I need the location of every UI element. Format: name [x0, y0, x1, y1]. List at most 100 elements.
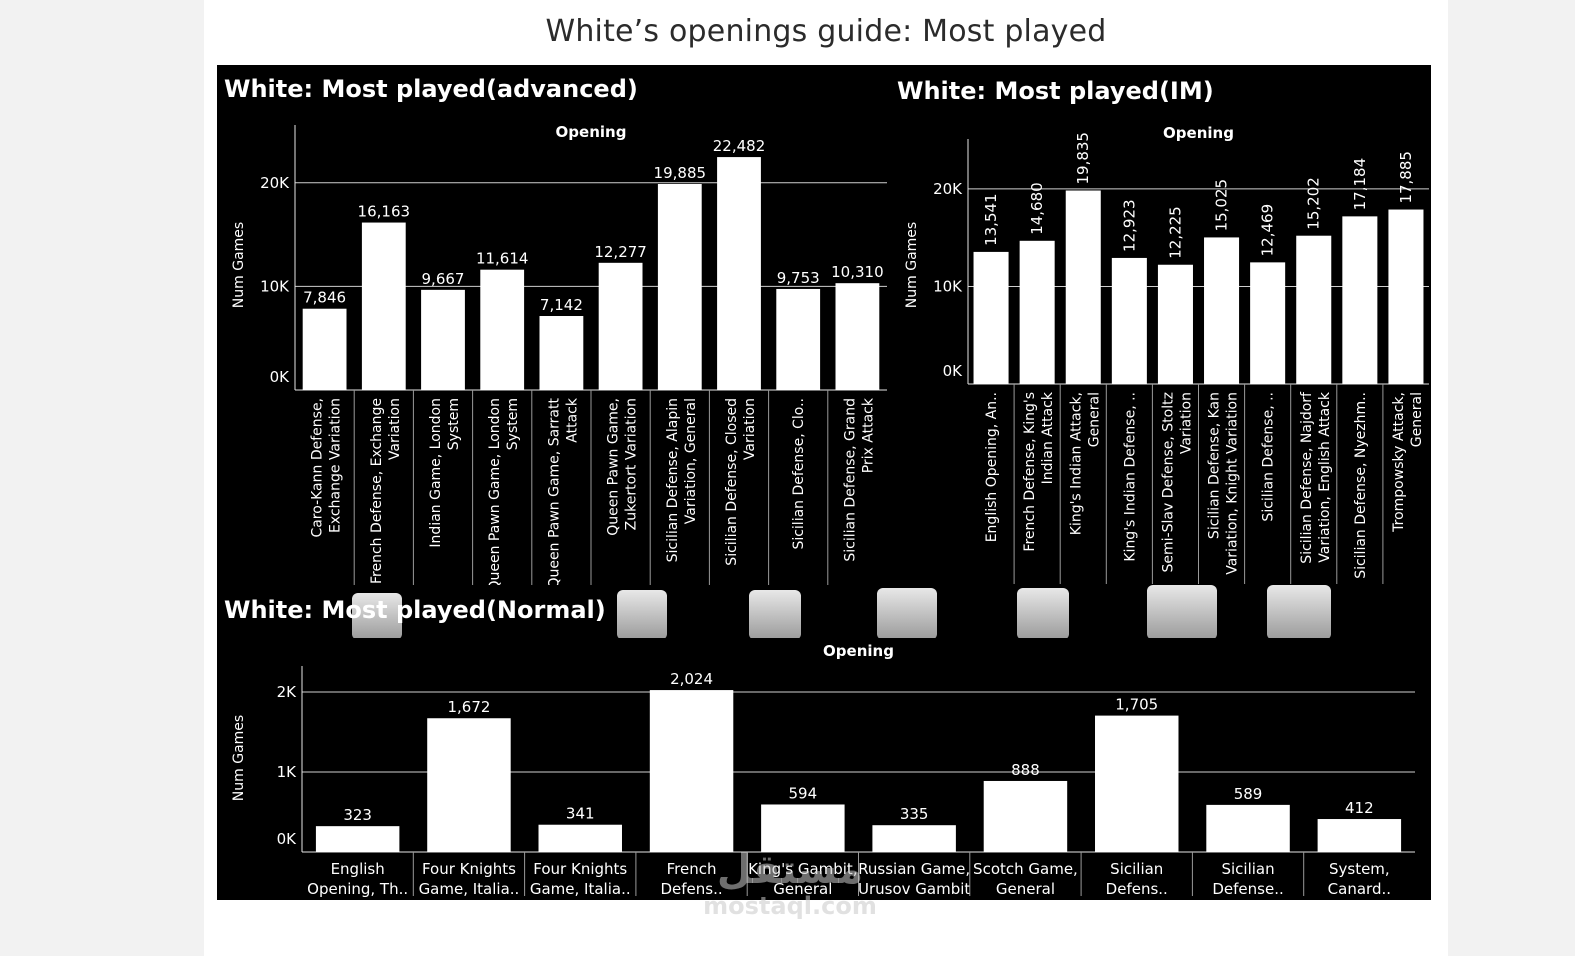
- x-tick-label: Four Knights: [533, 860, 627, 878]
- bar: [361, 222, 406, 390]
- data-label: 12,277: [594, 243, 647, 261]
- x-tick-label: Russian Game,: [858, 860, 970, 878]
- y-axis-title: Num Games: [231, 222, 247, 308]
- bar: [657, 183, 702, 390]
- x-tick-label: French Defense, King's: [1022, 392, 1038, 552]
- bar: [1095, 715, 1179, 852]
- x-tick-label: Opening, Th..: [307, 880, 408, 898]
- x-tick-label: King's Indian Attack,: [1068, 392, 1084, 535]
- data-label: 412: [1345, 799, 1374, 817]
- y-axis-title: Num Games: [231, 715, 247, 801]
- bar: [835, 283, 880, 390]
- data-label: 13,541: [982, 193, 1000, 246]
- y-tick-label: 0K: [277, 830, 298, 848]
- x-tick-label: French: [667, 860, 717, 878]
- bar: [1204, 237, 1240, 384]
- y-tick-label: 0K: [270, 368, 291, 386]
- bar: [1206, 804, 1290, 852]
- data-label: 323: [343, 806, 372, 824]
- x-tick-label: Semi-Slav Defense, Stoltz: [1160, 392, 1176, 572]
- chess-piece-image: [352, 593, 402, 640]
- chess-piece-image: [617, 590, 667, 640]
- bar: [649, 690, 734, 852]
- x-tick-label: Sicilian Defense, Grand: [842, 398, 858, 562]
- x-tick-label: Zukertort Variation: [624, 398, 640, 530]
- x-tick-label: French Defense, Exchange: [369, 398, 385, 584]
- bar: [1296, 235, 1332, 384]
- y-tick-label: 0K: [943, 362, 964, 380]
- bar: [761, 804, 845, 852]
- bar: [1317, 819, 1402, 852]
- chart-title-im: White: Most played(IM): [897, 77, 1214, 105]
- data-label: 22,482: [713, 137, 766, 155]
- chess-piece-image: [877, 588, 937, 640]
- bar: [1065, 190, 1101, 384]
- x-tick-label: Sicilian: [1110, 860, 1163, 878]
- chart-panel-normal: Opening Num Games 0K 1K 2K 323 English Opening,…: [217, 638, 1431, 900]
- data-label: 7,142: [540, 296, 583, 314]
- bar: [717, 157, 761, 390]
- y-tick-label: 1K: [277, 763, 298, 781]
- chess-piece-image: [1017, 588, 1069, 640]
- data-label: 16,163: [358, 203, 411, 221]
- x-tick-label: Game, Italia..: [419, 880, 520, 898]
- x-tick-label: Indian Attack: [1040, 391, 1056, 484]
- x-tick-label: Sicilian: [1221, 860, 1274, 878]
- x-tick-label: Variation: [1178, 392, 1194, 454]
- bar: [1342, 216, 1378, 384]
- x-tick-label: Queen Pawn Game, London: [487, 398, 503, 590]
- bar: [538, 824, 622, 852]
- x-tick-label: King's Gambit,: [748, 860, 858, 878]
- bar: [539, 316, 584, 390]
- data-label: 11,614: [476, 250, 529, 268]
- data-label: 589: [1234, 785, 1263, 803]
- x-tick-label: Variation, General: [683, 398, 699, 524]
- data-label: 2,024: [670, 670, 713, 688]
- data-label: 9,753: [777, 269, 820, 287]
- data-label: 888: [1011, 761, 1040, 779]
- bar: [315, 826, 400, 852]
- x-tick-label: Sicilian Defense, Nyezhm..: [1353, 392, 1369, 579]
- bar-chart-im: Opening Num Games 0K 10K 20K 13,541 English Op…: [904, 124, 1429, 584]
- data-label: 335: [900, 805, 929, 823]
- x-tick-label: Variation: [742, 398, 758, 460]
- bar: [598, 262, 643, 390]
- x-axis-title: Opening: [823, 642, 894, 660]
- bar: [872, 825, 956, 852]
- bar: [776, 288, 821, 390]
- bar: [302, 308, 347, 390]
- data-label: 12,469: [1259, 204, 1277, 257]
- bar: [427, 718, 511, 852]
- x-tick-label: Scotch Game,: [973, 860, 1078, 878]
- x-tick-label: King's Indian Defense, ..: [1122, 392, 1138, 562]
- x-tick-label: General: [773, 880, 832, 898]
- bar-chart-normal: Opening Num Games 0K 1K 2K 323 English Opening,…: [231, 642, 1415, 898]
- y-tick-label: 2K: [277, 683, 298, 701]
- chart-title-advanced: White: Most played(advanced): [224, 75, 638, 103]
- x-tick-label: English Opening, An..: [984, 392, 1000, 542]
- y-tick-label: 10K: [933, 277, 963, 295]
- data-label: 15,202: [1305, 177, 1323, 230]
- x-tick-label: Game, Italia..: [530, 880, 631, 898]
- data-label: 10,310: [831, 263, 884, 281]
- chess-piece-image: [749, 590, 801, 640]
- dashboard-title: White’s openings guide: Most played: [545, 14, 1107, 49]
- x-tick-label: Trompowsky Attack,: [1391, 392, 1407, 533]
- data-label: 12,923: [1120, 199, 1138, 252]
- chess-pieces-strip: [217, 585, 1431, 640]
- chart-title-normal: White: Most played(Normal): [224, 596, 606, 624]
- x-tick-label: Sicilian Defense, Alapin: [665, 398, 681, 562]
- bar: [973, 251, 1009, 384]
- y-tick-label: 20K: [260, 174, 290, 192]
- x-tick-label: Urusov Gambit: [858, 880, 970, 898]
- x-tick-label: System: [505, 398, 521, 450]
- chart-panel-advanced: White: Most played(advanced) Opening Num …: [217, 65, 891, 590]
- y-tick-label: 20K: [933, 180, 963, 198]
- x-tick-label: Four Knights: [422, 860, 516, 878]
- x-tick-label: Queen Pawn Game,: [606, 398, 622, 536]
- x-tick-label: Defens..: [660, 880, 722, 898]
- chart-panel-im: White: Most played(IM) Opening Num Games 0…: [891, 65, 1431, 585]
- data-label: 19,835: [1074, 132, 1092, 185]
- x-tick-label: Sicilian Defense, ..: [1261, 392, 1277, 522]
- x-axis-title: Opening: [556, 123, 627, 141]
